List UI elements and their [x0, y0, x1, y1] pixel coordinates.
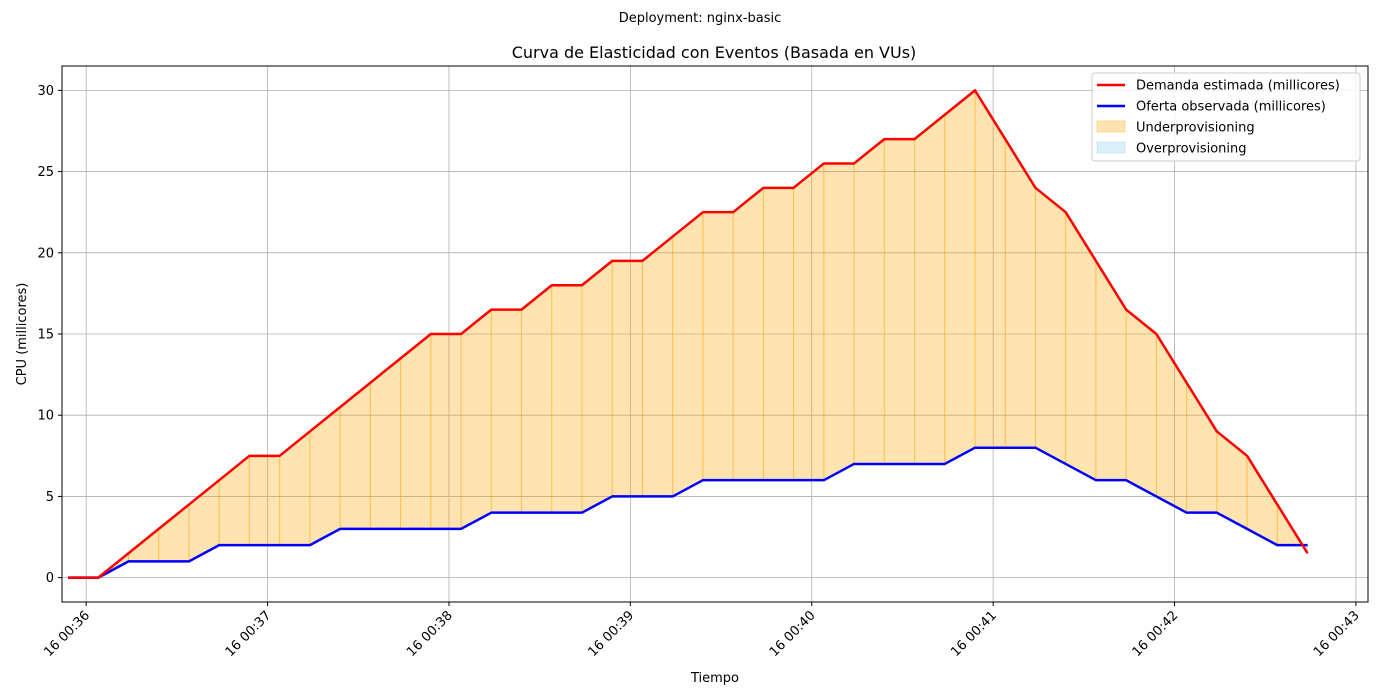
y-tick-label: 0: [46, 571, 54, 586]
underprovisioning-area: [430, 333, 462, 530]
y-tick-label: 5: [46, 490, 54, 505]
underprovisioning-area: [823, 162, 855, 482]
underprovisioning-area: [1034, 186, 1067, 465]
demand-line: [68, 89, 1309, 579]
underprovisioning-area: [853, 138, 885, 465]
x-tick-label: 16 00:41: [948, 608, 1000, 660]
underprovisioning-area: [762, 187, 795, 481]
y-tick-label: 25: [37, 165, 54, 180]
suptitle: Deployment: nginx-basic: [618, 11, 782, 26]
legend-overprovisioning-swatch: [1096, 141, 1126, 154]
legend-underprovisioning-swatch: [1096, 120, 1126, 133]
underprovisioning-area: [1004, 137, 1036, 449]
x-axis-label: Tiempo: [690, 671, 739, 686]
underprovisioning-area: [1095, 259, 1127, 481]
underprovisioning-area: [551, 284, 583, 514]
legend-underprovisioning-label: Underprovisioning: [1136, 121, 1255, 136]
x-tick-label: 16 00:36: [41, 608, 93, 660]
y-tick-label: 20: [37, 246, 54, 261]
underprovisioning-area: [521, 284, 553, 514]
legend-supply-label: Oferta observada (millicores): [1136, 100, 1326, 115]
y-tick-label: 15: [37, 328, 54, 343]
underprovisioning-area: [460, 308, 492, 530]
underprovisioning-area: [400, 332, 432, 530]
x-tick-label: 16 00:37: [223, 608, 275, 660]
underprovisioning-area: [1125, 308, 1157, 498]
supply-line: [68, 446, 1308, 579]
underprovisioning-area: [914, 113, 946, 465]
underprovisioning-area: [732, 186, 764, 481]
underprovisioning-area: [611, 260, 643, 497]
series-lines: [68, 89, 1309, 579]
underprovisioning-area: [702, 211, 734, 481]
y-axis-label: CPU (millicores): [15, 283, 30, 386]
y-tick-label: 10: [37, 409, 54, 424]
x-tick-label: 16 00:39: [585, 608, 637, 660]
chart-title: Curva de Elasticidad con Eventos (Basada…: [512, 43, 917, 62]
underprovisioning-area: [974, 88, 1006, 449]
underprovisioning-area: [883, 138, 916, 465]
underprovisioning-area: [490, 309, 523, 514]
underprovisioning-area: [1155, 332, 1188, 514]
underprovisioning-area: [248, 455, 281, 546]
underprovisioning-area: [641, 235, 674, 497]
legend-box: [1091, 72, 1361, 162]
legend-demand-label: Demanda estimada (millicores): [1136, 79, 1340, 94]
legend-overprovisioning-label: Overprovisioning: [1136, 142, 1247, 157]
underprovisioning-area: [793, 162, 825, 481]
x-tick-label: 16 00:42: [1130, 608, 1182, 660]
underprovisioning-area: [1186, 380, 1218, 514]
underprovisioning-area: [672, 211, 704, 498]
legend: Demanda estimada (millicores) Oferta obse…: [1091, 72, 1361, 162]
x-tick-label: 16 00:43: [1311, 608, 1363, 660]
y-tick-label: 30: [37, 84, 54, 99]
x-tick-label: 16 00:38: [404, 608, 456, 660]
underprovisioning-area: [944, 89, 976, 465]
underprovisioning-area: [369, 357, 402, 530]
underprovisioning-area: [158, 503, 190, 562]
underprovisioning-area: [279, 430, 311, 546]
x-tick-label: 16 00:40: [767, 608, 819, 660]
underprovisioning-area: [581, 259, 613, 514]
